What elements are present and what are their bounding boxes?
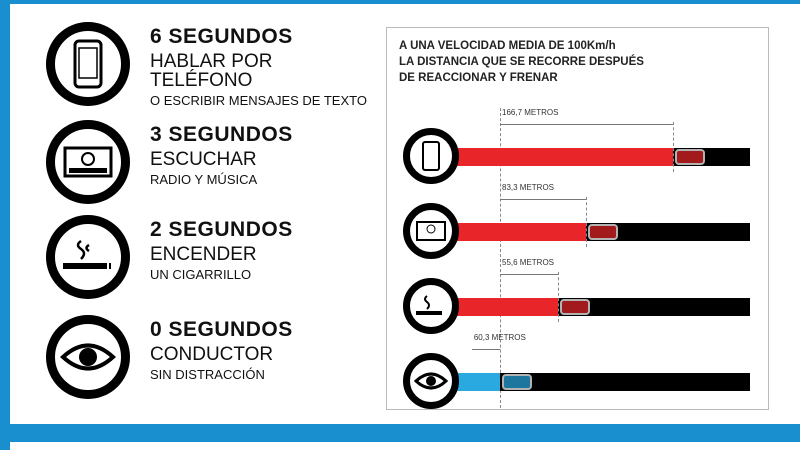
frame-top bbox=[0, 0, 800, 4]
action: ENCENDER bbox=[150, 244, 257, 265]
car-icon bbox=[559, 299, 590, 315]
frame-bottom bbox=[0, 424, 800, 442]
title-line: DE REACCIONAR Y FRENAR bbox=[399, 72, 558, 84]
measure-line bbox=[500, 199, 587, 200]
panel-title: A UNA VELOCIDAD MEDIA DE 100Km/h LA DIST… bbox=[399, 38, 644, 86]
item-cigarette: 2 SEGUNDOS ENCENDER UN CIGARRILLO bbox=[46, 215, 376, 305]
phone-icon bbox=[403, 128, 459, 184]
reaction-distance-fill bbox=[453, 148, 673, 166]
detail: O ESCRIBIR MENSAJES DE TEXTO bbox=[150, 93, 367, 108]
frame-left bbox=[0, 0, 10, 450]
distance-label: 83,3 METROS bbox=[502, 183, 555, 192]
seconds: 3 SEGUNDOS bbox=[150, 123, 293, 146]
seconds: 6 SEGUNDOS bbox=[150, 25, 293, 48]
end-marker bbox=[673, 122, 674, 172]
distance-row: 60,3 METROS bbox=[387, 333, 770, 409]
action: ESCUCHAR bbox=[150, 149, 257, 170]
eye-icon bbox=[403, 353, 459, 409]
item-phone: 6 SEGUNDOS HABLAR POR TELÉFONO O ESCRIBIR … bbox=[46, 22, 376, 112]
total-distance-bar bbox=[453, 148, 750, 166]
item-radio: 3 SEGUNDOS ESCUCHAR RADIO Y MÚSICA bbox=[46, 120, 376, 210]
distance-label: 166,7 METROS bbox=[502, 108, 559, 117]
distance-row: 166,7 METROS bbox=[387, 108, 770, 184]
distance-label: 55,6 METROS bbox=[502, 258, 555, 267]
phone-icon bbox=[46, 22, 130, 106]
radio-icon bbox=[403, 203, 459, 259]
measure-line bbox=[500, 274, 558, 275]
reaction-distance-fill bbox=[453, 223, 587, 241]
total-distance-bar bbox=[453, 373, 750, 391]
distance-row: 83,3 METROS bbox=[387, 183, 770, 259]
total-distance-bar bbox=[453, 223, 750, 241]
radio-icon bbox=[46, 120, 130, 204]
measure-line bbox=[471, 349, 500, 350]
total-distance-bar bbox=[453, 298, 750, 316]
distance-panel: A UNA VELOCIDAD MEDIA DE 100Km/h LA DIST… bbox=[386, 27, 769, 410]
reference-line bbox=[500, 108, 501, 408]
action: CONDUCTOR bbox=[150, 344, 274, 365]
title-line: A UNA VELOCIDAD MEDIA DE 100Km/h bbox=[399, 40, 616, 52]
car-icon bbox=[502, 374, 532, 390]
seconds: 0 SEGUNDOS bbox=[150, 318, 293, 341]
reaction-distance-fill bbox=[453, 373, 500, 391]
item-eye: 0 SEGUNDOS CONDUCTOR SIN DISTRACCIÓN bbox=[46, 315, 376, 405]
cigarette-icon bbox=[403, 278, 459, 334]
title-line: LA DISTANCIA QUE SE RECORRE DESPUÉS bbox=[399, 56, 644, 68]
distance-row: 55,6 METROS bbox=[387, 258, 770, 334]
distance-label: 60,3 METROS bbox=[473, 333, 526, 342]
reaction-distance-fill bbox=[453, 298, 558, 316]
detail: UN CIGARRILLO bbox=[150, 267, 252, 282]
action: HABLAR POR TELÉFONO bbox=[150, 51, 273, 91]
car-icon bbox=[675, 149, 705, 165]
end-marker bbox=[557, 272, 559, 322]
cigarette-icon bbox=[46, 215, 130, 299]
detail: RADIO Y MÚSICA bbox=[150, 172, 258, 187]
car-icon bbox=[588, 224, 619, 240]
detail: SIN DISTRACCIÓN bbox=[150, 367, 265, 382]
end-marker bbox=[586, 197, 588, 247]
seconds: 2 SEGUNDOS bbox=[150, 218, 293, 241]
measure-line bbox=[500, 124, 673, 125]
eye-icon bbox=[46, 315, 130, 399]
